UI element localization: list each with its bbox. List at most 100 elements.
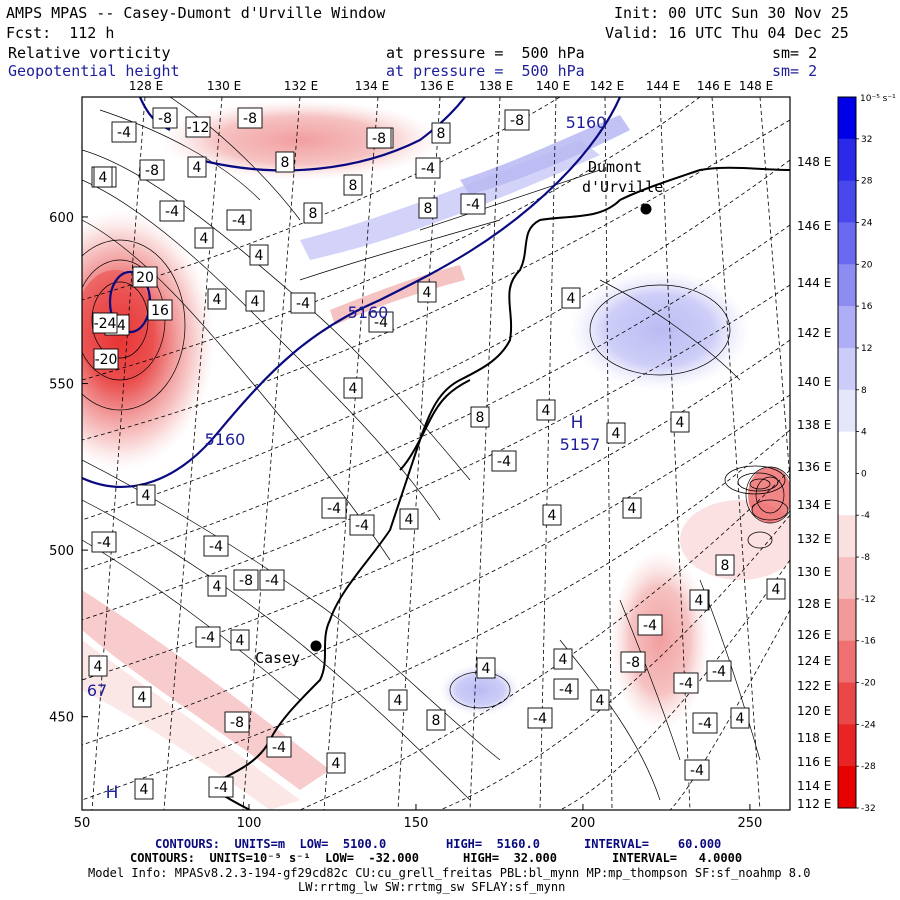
colorbar-label: 32 (861, 135, 872, 145)
vorticity-label-text: 4 (255, 248, 264, 264)
colorbar-swatch (838, 97, 856, 140)
vorticity-label: -4 (226, 209, 252, 231)
vorticity-label: 8 (343, 174, 363, 196)
right-lon-label: 116 E (797, 755, 831, 769)
vorticity-label-text: -4 (296, 296, 310, 312)
vorticity-label: 4 (417, 281, 437, 303)
vorticity-label-text: -8 (230, 715, 244, 731)
vorticity-label-text: 4 (200, 231, 209, 247)
vorticity-label: -4 (415, 157, 441, 179)
vorticity-label-text: 4 (142, 488, 151, 504)
vorticity-label: -4 (368, 311, 394, 333)
vorticity-label: 8 (418, 197, 438, 219)
colorbar-label: -24 (861, 720, 876, 730)
x-tick-label: 150 (404, 816, 429, 831)
vorticity-label-text: -4 (690, 763, 704, 779)
height-contour-info-high: HIGH= 5160.0 (446, 837, 540, 851)
colorbar-label: 0 (861, 469, 867, 479)
vorticity-label: 4 (561, 287, 581, 309)
vorticity-label: -4 (203, 535, 229, 557)
vorticity-label: 8 (715, 554, 735, 576)
vorticity-label-text: 16 (151, 303, 169, 319)
colorbar-swatch (838, 598, 856, 642)
colorbar-label: -8 (861, 553, 870, 563)
stations: Dumont d'Urville Casey (255, 158, 663, 667)
colorbar-label: -4 (861, 511, 870, 521)
vorticity-label-text: -4 (466, 197, 480, 213)
top-lon-label: 140 E (536, 79, 570, 93)
top-lon-label: 144 E (646, 79, 680, 93)
vorticity-label-text: 8 (424, 201, 433, 217)
vorticity-label-text: 4 (612, 426, 621, 442)
vorticity-label-text: 4 (559, 652, 568, 668)
right-lon-label: 128 E (797, 597, 831, 611)
colorbar-swatch (838, 724, 856, 767)
vorticity-label-text: 4 (542, 403, 551, 419)
right-lon-label: 130 E (797, 565, 831, 579)
vorticity-label: 4 (230, 629, 250, 651)
height-label: 5160 (348, 303, 389, 322)
vorticity-label-text: 4 (213, 292, 222, 308)
field2-level: at pressure = 500 hPa (386, 62, 585, 80)
x-tick-label: 50 (74, 816, 91, 831)
vorticity-label-text: 8 (437, 126, 446, 142)
colorbar-swatch (838, 515, 856, 558)
colorbar: 32 28 24 20 16 12 8 4 0 -4 -8 -12 -16 -20 -24 -28 -32 (837, 96, 876, 814)
vorticity-label-text: -4 (374, 315, 388, 331)
vorticity-label-text: 4 (676, 415, 685, 431)
vorticity-label-text: 8 (349, 178, 358, 194)
vorticity-label: 4 (207, 288, 227, 310)
vorticity-label: -4 (637, 614, 663, 636)
vorticity-label-text: 4 (423, 285, 432, 301)
colorbar-label: -28 (861, 762, 876, 772)
vorticity-label: -4 (259, 569, 285, 591)
vorticity-label-text: -4 (698, 716, 712, 732)
vorticity-label-text: -4 (214, 780, 228, 796)
model-info: Model Info: MPASv8.2.3-194-gf29cd82c CU:… (88, 866, 811, 880)
vorticity-label-text: 4 (628, 501, 637, 517)
colorbar-unit: 10⁻⁵ s⁻¹ (860, 94, 896, 104)
x-tick-label: 250 (738, 816, 763, 831)
right-lon-label: 134 E (797, 498, 831, 512)
vorticity-label-text: -4 (265, 573, 279, 589)
height-label: 67 (87, 681, 107, 700)
vorticity-label-text: -4 (97, 535, 111, 551)
vorticity-label: 4 (187, 156, 207, 178)
vorticity-label: -8 (139, 159, 165, 181)
station-casey-label: Casey (255, 649, 300, 667)
vorticity-label: 20 (132, 266, 158, 288)
vorticity-label-text: 4 (94, 659, 103, 675)
vorticity-label-text: -4 (117, 125, 131, 141)
vorticity-label: -4 (553, 678, 579, 700)
right-lon-label: 144 E (797, 276, 831, 290)
field1-smoothing: sm= 2 (772, 44, 818, 62)
right-lon-label: 148 E (797, 155, 831, 169)
colorbar-swatch (838, 640, 856, 684)
vorticity-label: -8 (233, 569, 259, 591)
plot-area: -4-8-12-8-4-8488-48-84-44-44-420-2024-24… (82, 97, 790, 810)
station-dumont-label: Dumont (588, 158, 642, 176)
vorticity-label: 4 (93, 166, 113, 188)
vorticity-label: 8 (431, 122, 451, 144)
colorbar-swatch (838, 347, 856, 391)
vorticity-label-text: -4 (497, 454, 511, 470)
right-lon-label: 114 E (797, 779, 831, 793)
right-lon-label: 112 E (797, 797, 831, 811)
field2-smoothing: sm= 2 (772, 62, 818, 80)
right-lon-label: 126 E (797, 628, 831, 642)
x-tick-label: 200 (571, 816, 596, 831)
vorticity-label-text: 4 (213, 579, 222, 595)
vorticity-label: -4 (673, 672, 699, 694)
vorticity-label-text: -4 (421, 161, 435, 177)
vorticity-label: 4 (622, 497, 642, 519)
vorticity-label-text: 8 (309, 206, 318, 222)
forecast-hour: Fcst: 112 h (6, 24, 115, 42)
vorticity-label-text: -4 (232, 213, 246, 229)
y-tick-label: 450 (49, 711, 74, 726)
vorticity-label: 4 (134, 778, 154, 800)
vorticity-label-text: 4 (567, 291, 576, 307)
vorticity-label-text: 4 (548, 508, 557, 524)
vorticity-label-text: 4 (482, 661, 491, 677)
vorticity-label: -4 (706, 660, 732, 682)
